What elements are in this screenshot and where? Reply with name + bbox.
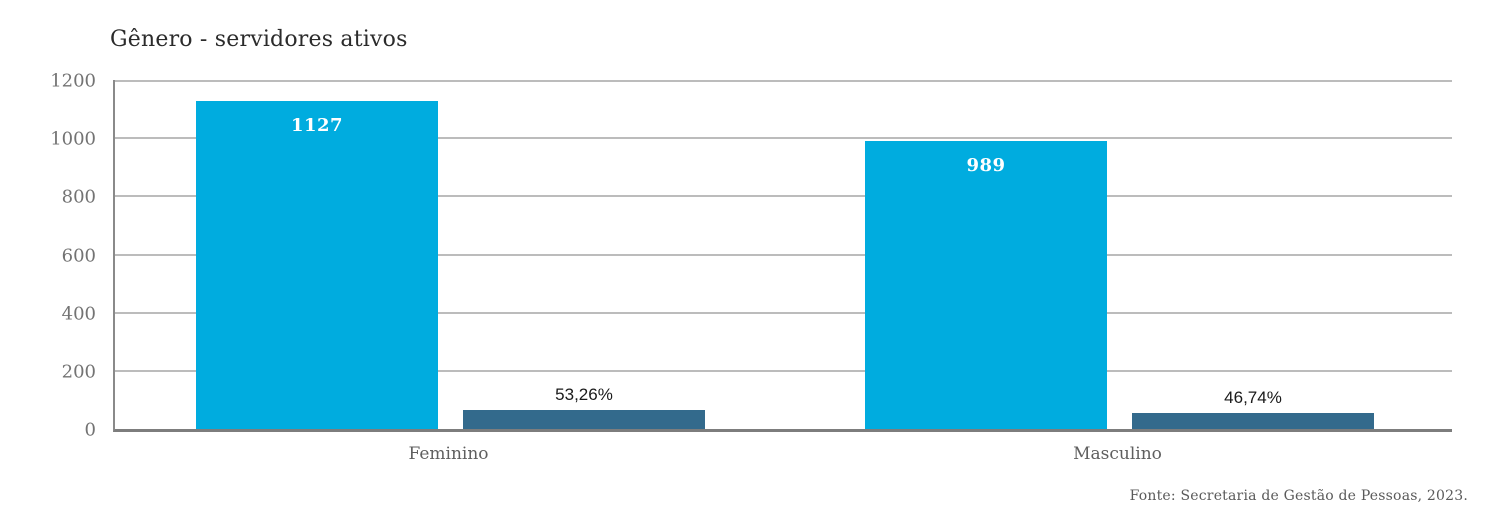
x-category-label-feminino: Feminino — [408, 444, 489, 464]
y-tick-label-1200: 1200 — [50, 70, 96, 92]
bar-feminino-percentual: 53,26% — [463, 385, 705, 429]
bar-label-feminino-percentual: 53,26% — [555, 385, 613, 405]
y-tick-label-0: 0 — [84, 419, 96, 441]
y-tick-label-1000: 1000 — [50, 128, 96, 150]
bar-label-masculino-quantidade: 989 — [966, 155, 1006, 177]
bar-masculino-quantidade: 989 — [865, 141, 1107, 429]
bar-label-feminino-quantidade: 1127 — [290, 115, 344, 137]
gridline-400 — [115, 311, 1452, 314]
gridline-1200 — [115, 80, 1452, 82]
y-tick-label-200: 200 — [61, 361, 96, 383]
y-tick-label-800: 800 — [61, 186, 96, 208]
source-note: Fonte: Secretaria de Gestão de Pessoas, … — [1129, 488, 1468, 504]
gridline-800 — [115, 195, 1452, 198]
gridline-600 — [115, 253, 1452, 256]
bar-feminino-quantidade: 1127 — [196, 101, 438, 429]
gridline-200 — [115, 369, 1452, 372]
bar-masculino-percentual: 46,74% — [1132, 388, 1374, 429]
gridline-1000 — [115, 137, 1452, 140]
x-axis: Feminino Masculino — [113, 444, 1450, 468]
y-tick-label-600: 600 — [61, 245, 96, 266]
chart-title: Gênero - servidores ativos — [110, 27, 408, 52]
x-category-label-masculino: Masculino — [1073, 444, 1162, 464]
y-tick-label-400: 400 — [61, 303, 96, 325]
y-axis: 0 200 400 600 800 1000 1200 — [0, 71, 96, 441]
plot-area: 1127 989 53,26% 46,74% — [113, 80, 1452, 432]
bar-label-masculino-percentual: 46,74% — [1224, 387, 1282, 407]
